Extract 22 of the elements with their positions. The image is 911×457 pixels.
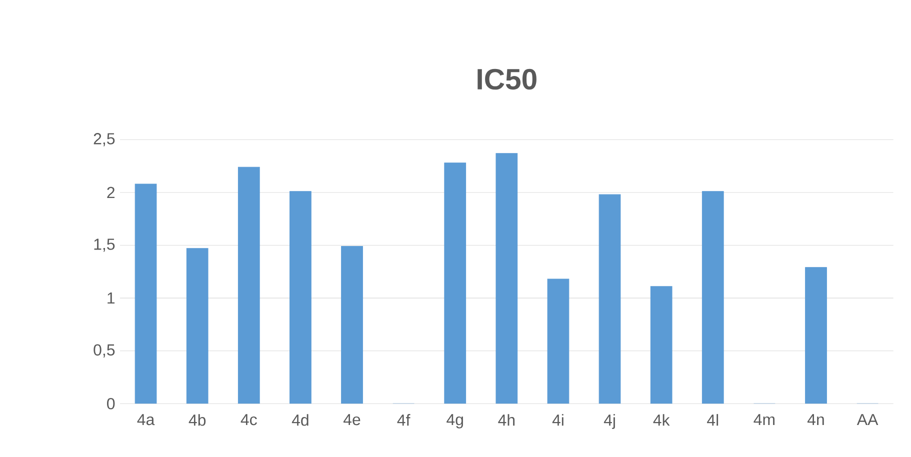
y-tick-label: 1,5 bbox=[94, 238, 115, 252]
x-tick-label: 4l bbox=[707, 414, 718, 426]
x-tick-label: 4d bbox=[292, 414, 308, 426]
x-tick-label: 4n bbox=[807, 414, 824, 426]
y-tick-label: 0,5 bbox=[94, 344, 115, 358]
x-tick-label: 4b bbox=[188, 414, 206, 426]
x-tick-label: 4i bbox=[552, 414, 564, 426]
x-tick-label: 4m bbox=[754, 414, 774, 426]
y-tick-label: 1 bbox=[108, 292, 115, 304]
x-tick-label: 4k bbox=[653, 414, 670, 426]
y-tick-label: 2,5 bbox=[94, 133, 115, 146]
y-tick-label: 0 bbox=[107, 398, 115, 410]
x-tick-label: AA bbox=[856, 414, 878, 426]
y-tick-label: 2 bbox=[107, 186, 114, 198]
x-tick-label: 4e bbox=[343, 414, 360, 426]
chart-title: IC50 bbox=[478, 68, 536, 90]
x-tick-label: 4h bbox=[498, 414, 515, 426]
x-tick-label: 4g bbox=[446, 414, 463, 428]
x-tick-label: 4j bbox=[604, 414, 615, 429]
x-tick-label: 4c bbox=[240, 414, 257, 426]
x-tick-label: 4a bbox=[137, 414, 155, 426]
x-tick-label: 4f bbox=[397, 414, 410, 426]
